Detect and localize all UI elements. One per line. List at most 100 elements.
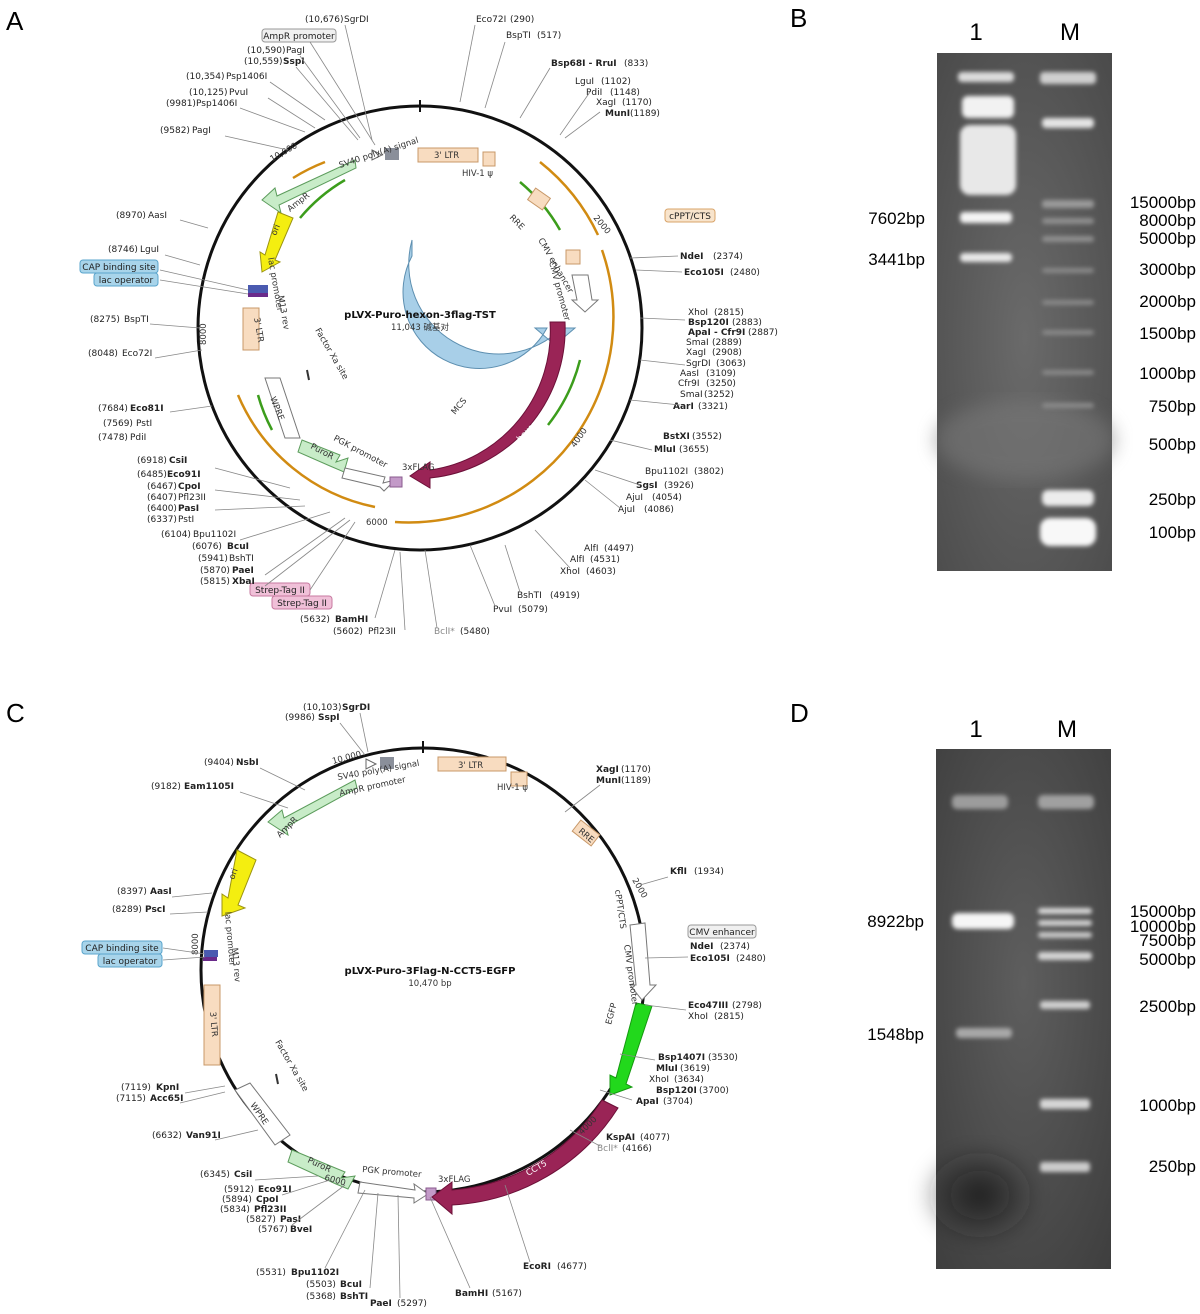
site-pos: (5834) (220, 1205, 250, 1215)
site-name: Eco72I (476, 15, 506, 25)
site-name: ApaI - Cfr9I (688, 328, 745, 338)
site-pos: (3926) (664, 481, 694, 491)
site-name: PasI (178, 504, 199, 514)
sites-a: (10,676) SgrDI (10,590) PagI (10,559) SspI … (88, 15, 778, 637)
gel-b-marker-bands (1040, 72, 1096, 546)
site-entry: MluI (3619) (656, 1064, 710, 1074)
site-entry: AlfI (4531) (570, 555, 620, 565)
site-pos: (8048) (88, 349, 118, 359)
gel-band (1042, 370, 1094, 375)
ampr-promoter-box-c (380, 757, 394, 769)
gel-d-lane-label: M (1057, 716, 1077, 743)
site-entry: KflI (1934) (670, 867, 724, 877)
site-pos: (2908) (712, 348, 742, 358)
arc-a-3 (236, 394, 376, 509)
site-name: Eco47III (688, 1001, 728, 1011)
site-entry: (10,559) SspI (244, 57, 305, 67)
site-pos: (3634) (674, 1075, 704, 1085)
cct5-feature-c (431, 1099, 619, 1216)
feature-label: PGK promoter (362, 1165, 423, 1180)
ampr-promoter-box-a (385, 148, 399, 160)
site-entry: BshTI (4919) (517, 591, 580, 601)
site-name: XhoI (688, 308, 708, 318)
site-name: SgrDI (342, 703, 370, 713)
site-name: Bsp1407I (658, 1053, 705, 1063)
site-entry: (8397) AasI (117, 887, 172, 897)
gel-band (1042, 403, 1094, 408)
gel-d-marker-label: 250bp (1149, 1157, 1196, 1176)
site-name: BclI* (434, 627, 455, 637)
site-name: Van91I (186, 1131, 221, 1141)
gel-b-sample-band-label: 3441bp (868, 250, 925, 269)
plasmid-a-name: pLVX-Puro-hexon-3flag-TST (344, 310, 496, 321)
site-entry: Bsp68I - RruI (833) (551, 59, 648, 69)
arc-a-8 (299, 178, 346, 219)
site-entry: (8289) PscI (112, 905, 165, 915)
site-entry: (6407) Pfl23II (147, 493, 206, 503)
hexon-feature (409, 321, 566, 489)
site-pos: (3704) (663, 1097, 693, 1107)
gel-d-marker-label: 10000bp (1130, 917, 1196, 936)
site-name: Eco81I (130, 404, 164, 414)
site-name: Eam1105I (184, 782, 234, 792)
site-name: PaeI (370, 1299, 392, 1309)
site-entry: (6467) CpoI (147, 482, 201, 492)
site-entry: (8746) LguI (108, 245, 159, 255)
gel-b-marker-label: 2000bp (1139, 292, 1196, 311)
pgk-feature-a (341, 467, 397, 492)
site-name: PasI (280, 1215, 301, 1225)
site-entry: (6076) BcuI (192, 542, 249, 552)
site-pos: (4086) (644, 505, 674, 515)
site-name: PaeI (232, 566, 254, 576)
boxed-label: CAP binding site (85, 944, 159, 954)
site-entry: (6632) Van91I (152, 1131, 221, 1141)
site-entry: XagI (2908) (686, 348, 742, 358)
gel-b-marker-label: 500bp (1149, 435, 1196, 454)
gel-band-well (1038, 795, 1094, 809)
site-name: PagI (286, 46, 305, 56)
site-pos: (3252) (704, 390, 734, 400)
gel-band (1042, 268, 1094, 273)
feature-label: HIV-1 ψ (497, 783, 528, 793)
site-name: LguI (575, 77, 594, 87)
site-entry: PvuI (5079) (493, 605, 548, 615)
feature-label: SV40 poly(A) signal (338, 136, 420, 171)
feature-label: RRE (507, 213, 526, 232)
site-pos: (4677) (557, 1262, 587, 1272)
site-entry: (5368) BshTI (306, 1292, 368, 1302)
hiv-feature-a (482, 151, 496, 167)
site-pos: (1934) (694, 867, 724, 877)
site-entry: AjuI (4054) (626, 493, 682, 503)
gel-d-sample-band-label: 1548bp (867, 1025, 924, 1044)
arc-a-4 (292, 160, 326, 180)
site-entry: XhoI (3634) (649, 1075, 704, 1085)
site-name: AasI (150, 887, 172, 897)
site-entry: XhoI (2815) (688, 308, 744, 318)
gel-b-lane1-bands (958, 72, 1016, 262)
cmv-enhancer-box-a (565, 249, 581, 265)
site-pos: (9986) (285, 713, 315, 723)
site-name: PvuI (229, 88, 248, 98)
site-entry: PdiI (1148) (586, 88, 640, 98)
lac-feature-a (248, 285, 268, 293)
site-name: SmaI (680, 390, 703, 400)
gel-band (956, 1028, 1012, 1038)
site-name: SgrDI (686, 359, 711, 369)
puror-feature-a (297, 439, 349, 473)
cmv-promoter-arrow-c (628, 922, 658, 1001)
site-entry: (7115) Acc65I (116, 1094, 184, 1104)
arc-a-7 (256, 394, 274, 431)
site-name: SmaI (686, 338, 709, 348)
gel-b-marker-label: 100bp (1149, 523, 1196, 542)
gel-band-smear (960, 125, 1016, 195)
site-entry: Bsp120I (2883) (688, 318, 762, 328)
site-name: Bsp120I (656, 1086, 697, 1096)
hiv-feature-c (510, 771, 528, 787)
gel-band (1038, 932, 1092, 938)
site-pos: (7119) (121, 1083, 151, 1093)
site-name: BstXI (663, 432, 690, 442)
site-pos: (1189) (621, 776, 651, 786)
site-entry: EcoRI (4677) (523, 1262, 587, 1272)
ampr-feature-a (261, 159, 357, 215)
site-entry: (10,354) Psp1406I (186, 72, 267, 82)
